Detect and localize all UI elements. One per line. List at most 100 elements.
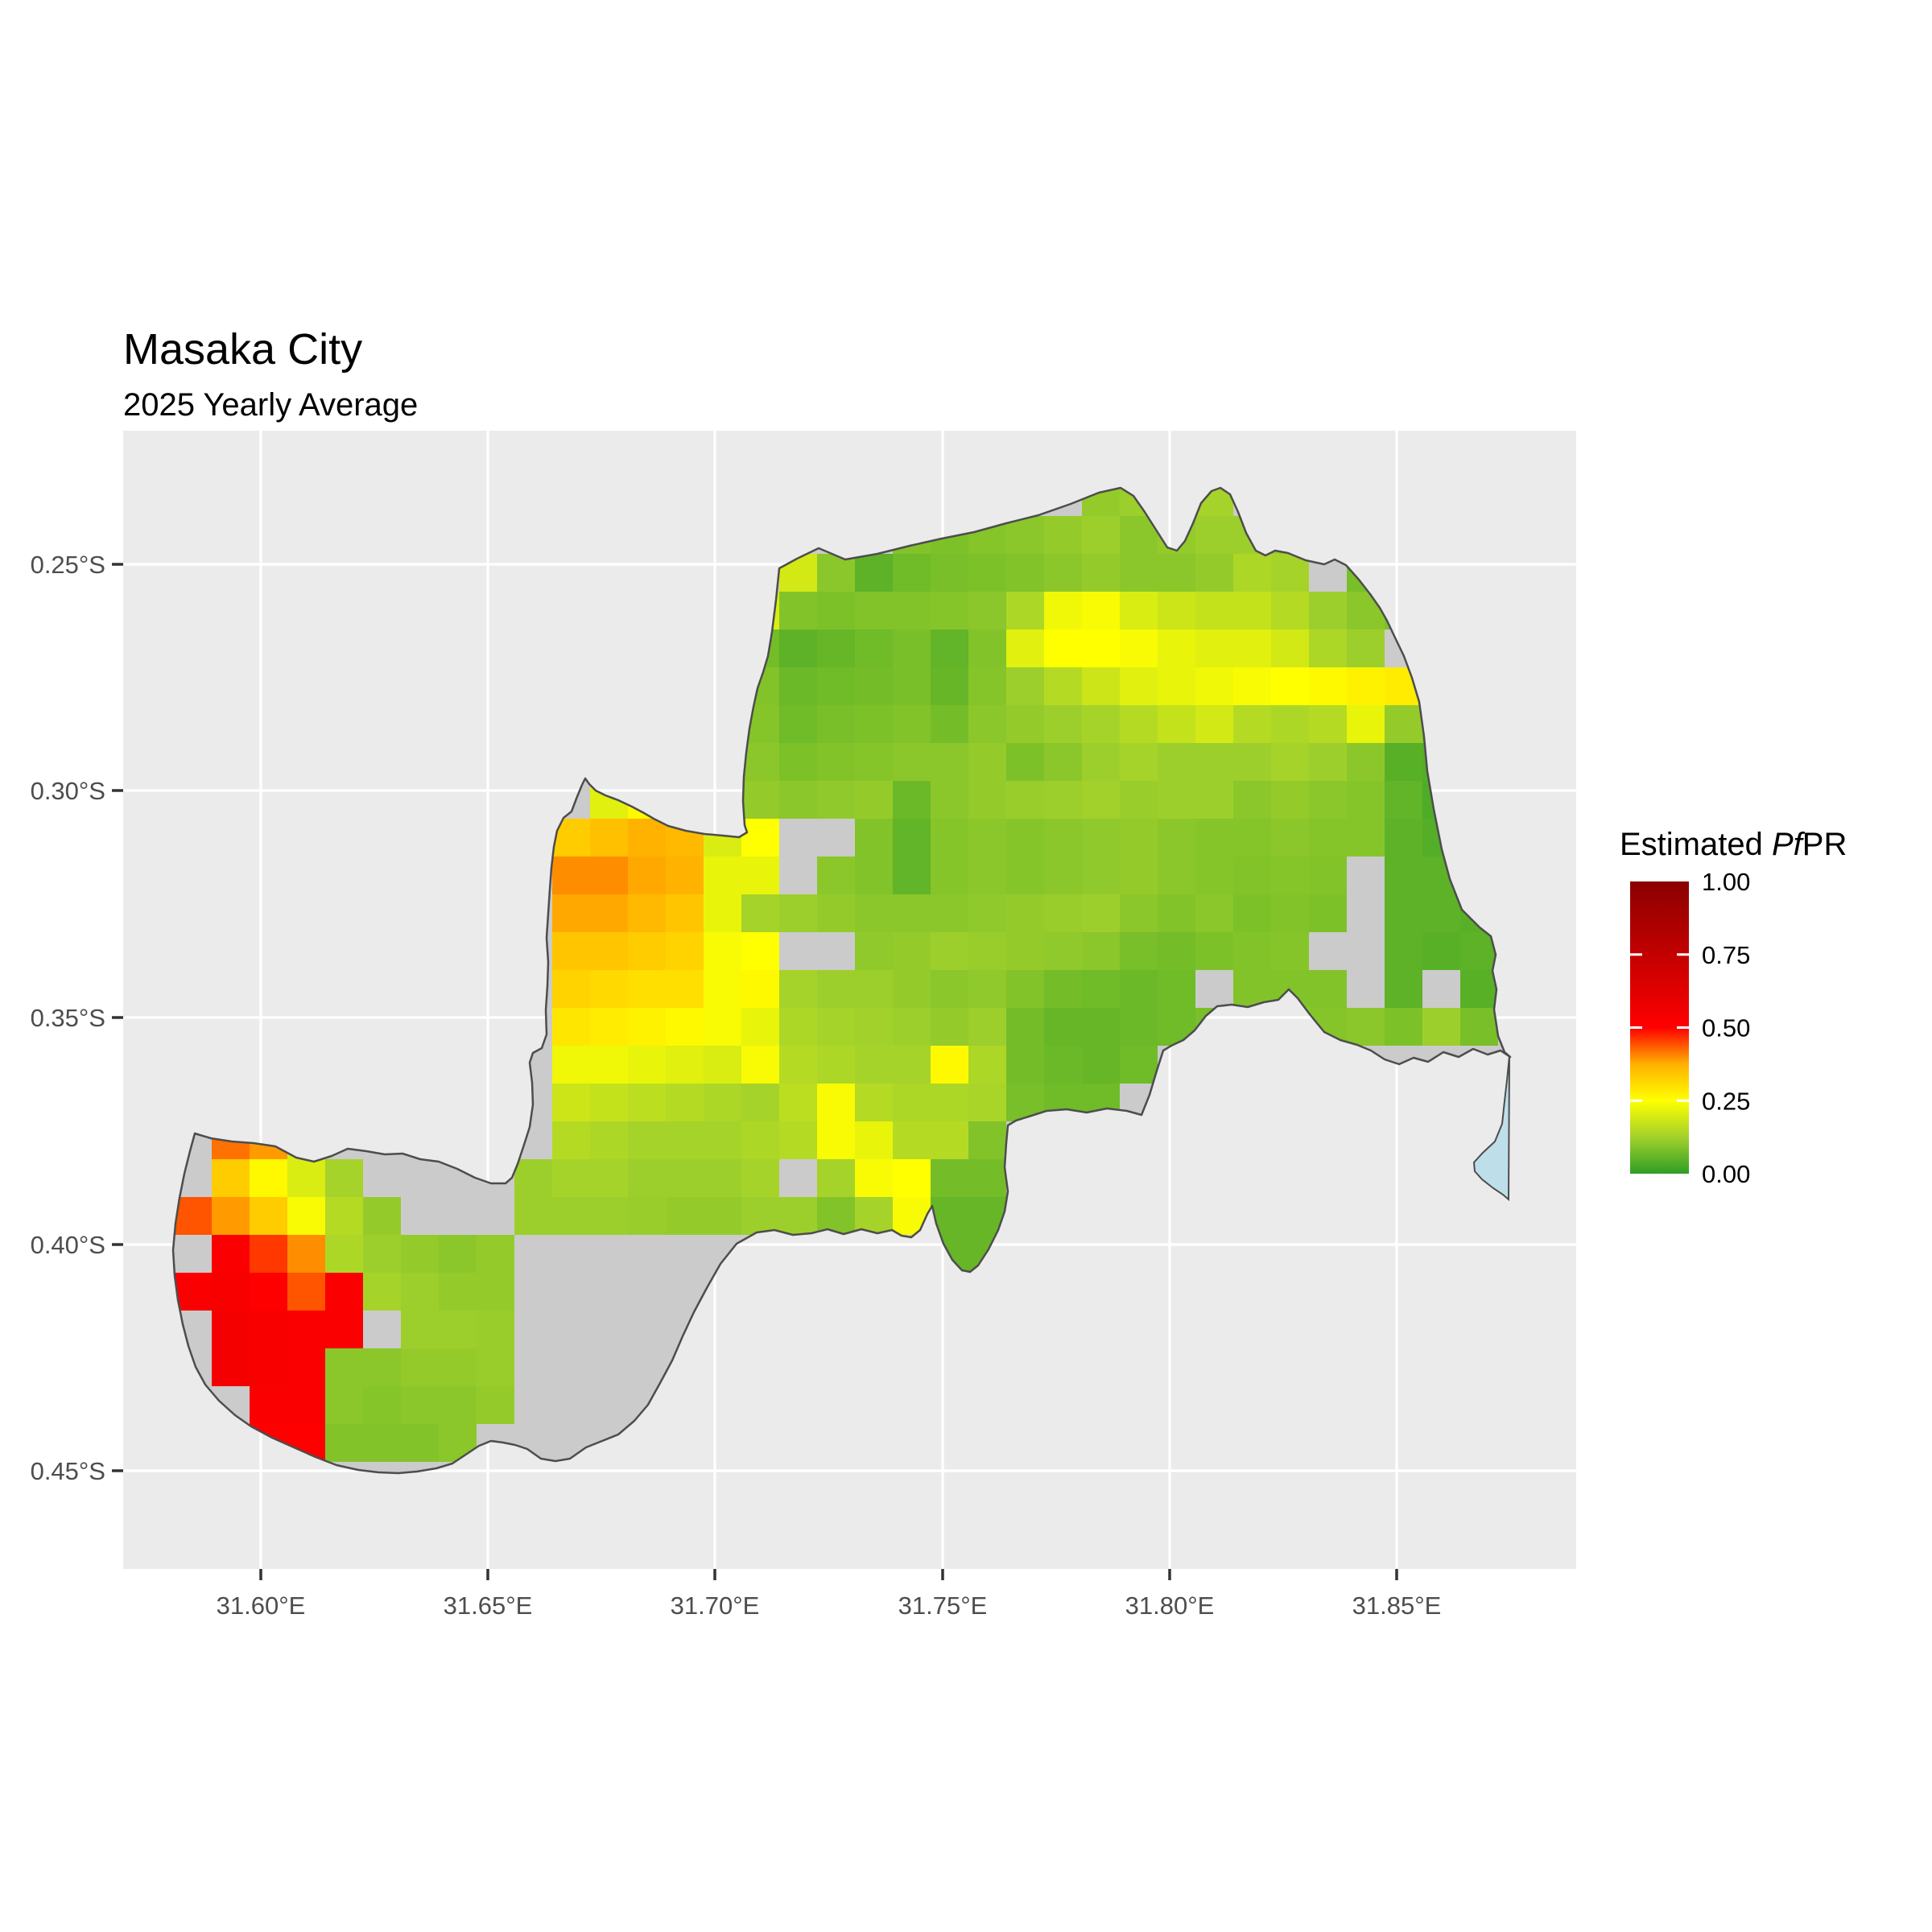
- x-axis-label: 31.65°E: [444, 1591, 533, 1620]
- raster-cell: [931, 667, 968, 705]
- y-axis-label: 0.35°S: [31, 1004, 105, 1032]
- raster-cell: [931, 1121, 968, 1159]
- raster-cell: [968, 1159, 1006, 1197]
- raster-cell: [1120, 667, 1158, 705]
- raster-cell: [1233, 592, 1271, 630]
- raster-cell: [817, 667, 855, 705]
- raster-cell: [1271, 554, 1309, 592]
- raster-cell: [590, 1084, 628, 1121]
- raster-cell: [250, 1386, 287, 1424]
- legend-tick-marks: [1630, 953, 1689, 1102]
- raster-cell: [439, 1348, 477, 1386]
- raster-cell: [552, 894, 590, 932]
- raster-cell: [477, 1348, 514, 1386]
- raster-cell: [250, 1235, 287, 1273]
- raster-cell: [779, 970, 817, 1008]
- raster-cell: [250, 1311, 287, 1348]
- raster-cell: [1309, 894, 1347, 932]
- raster-cell: [401, 1348, 439, 1386]
- raster-cell: [590, 894, 628, 932]
- raster-cell: [1460, 970, 1498, 1008]
- raster-cell: [741, 1159, 779, 1197]
- raster-cell: [325, 1273, 363, 1311]
- raster-cell: [212, 1273, 250, 1311]
- raster-cell: [590, 819, 628, 857]
- raster-cell: [931, 932, 968, 970]
- y-axis-label: 0.25°S: [31, 551, 105, 579]
- raster-cell: [741, 894, 779, 932]
- raster-cell: [855, 857, 893, 894]
- raster-cell: [931, 1008, 968, 1046]
- raster-cell: [1044, 1008, 1082, 1046]
- raster-cell: [628, 819, 666, 857]
- raster-cell: [1385, 743, 1422, 781]
- raster-cell: [628, 1197, 666, 1235]
- raster-cell: [174, 1273, 212, 1311]
- raster-cell: [931, 1159, 968, 1197]
- raster-cell: [1120, 1046, 1158, 1084]
- raster-cell: [1233, 857, 1271, 894]
- raster-cell: [628, 1159, 666, 1197]
- raster-cell: [1271, 705, 1309, 743]
- raster-cell: [779, 1008, 817, 1046]
- raster-cell: [1422, 932, 1460, 970]
- raster-cell: [704, 1084, 741, 1121]
- raster-cell: [477, 1273, 514, 1311]
- raster-cell: [855, 819, 893, 857]
- page-title: Masaka City: [123, 325, 362, 374]
- raster-cell: [855, 630, 893, 667]
- y-axis-label: 0.40°S: [31, 1231, 105, 1259]
- raster-cell: [325, 1235, 363, 1273]
- raster-cell: [628, 857, 666, 894]
- raster-cell: [250, 1197, 287, 1235]
- legend-tick-label: 0.50: [1702, 1014, 1750, 1042]
- raster-cell: [1006, 781, 1044, 819]
- raster-cell: [1006, 667, 1044, 705]
- raster-cell: [666, 1008, 704, 1046]
- x-axis-label: 31.85°E: [1352, 1591, 1442, 1620]
- raster-cell: [968, 1008, 1006, 1046]
- raster-cell: [666, 970, 704, 1008]
- raster-cell: [1006, 592, 1044, 630]
- raster-cell: [741, 932, 779, 970]
- lake-polygon: [1472, 1055, 1510, 1202]
- raster-cell: [968, 554, 1006, 592]
- raster-cell: [1120, 630, 1158, 667]
- raster-cell: [893, 592, 931, 630]
- raster-cell: [1195, 554, 1233, 592]
- raster-cell: [855, 743, 893, 781]
- raster-cell: [552, 1084, 590, 1121]
- raster-cell: [817, 894, 855, 932]
- raster-cell: [439, 1386, 477, 1424]
- legend-tick-label: 0.75: [1702, 941, 1750, 969]
- raster-cell: [779, 592, 817, 630]
- raster-cell: [779, 1046, 817, 1084]
- x-axis-label: 31.75°E: [898, 1591, 988, 1620]
- raster-cell: [1195, 819, 1233, 857]
- raster-cell: [590, 1159, 628, 1197]
- raster-cell: [704, 970, 741, 1008]
- raster-cell: [1195, 705, 1233, 743]
- raster-cell: [1006, 857, 1044, 894]
- raster-cell: [931, 592, 968, 630]
- raster-cell: [893, 1121, 931, 1159]
- raster-cell: [325, 1159, 363, 1197]
- raster-cell: [704, 857, 741, 894]
- raster-cell: [1082, 970, 1120, 1008]
- raster-cell: [855, 667, 893, 705]
- legend-tick-label: 0.00: [1702, 1160, 1750, 1188]
- raster-cell: [590, 1121, 628, 1159]
- raster-cell: [1044, 592, 1082, 630]
- raster-cell: [1347, 667, 1385, 705]
- legend-tick-label: 1.00: [1702, 868, 1750, 896]
- x-axis-label: 31.80°E: [1125, 1591, 1215, 1620]
- raster-cell: [1044, 630, 1082, 667]
- raster-cell: [779, 705, 817, 743]
- raster-cell: [968, 894, 1006, 932]
- raster-cell: [287, 1197, 325, 1235]
- raster-cell: [1082, 1008, 1120, 1046]
- raster-cell: [1044, 1046, 1082, 1084]
- raster-cell: [1347, 630, 1385, 667]
- raster-cell: [1233, 781, 1271, 819]
- raster-cell: [855, 554, 893, 592]
